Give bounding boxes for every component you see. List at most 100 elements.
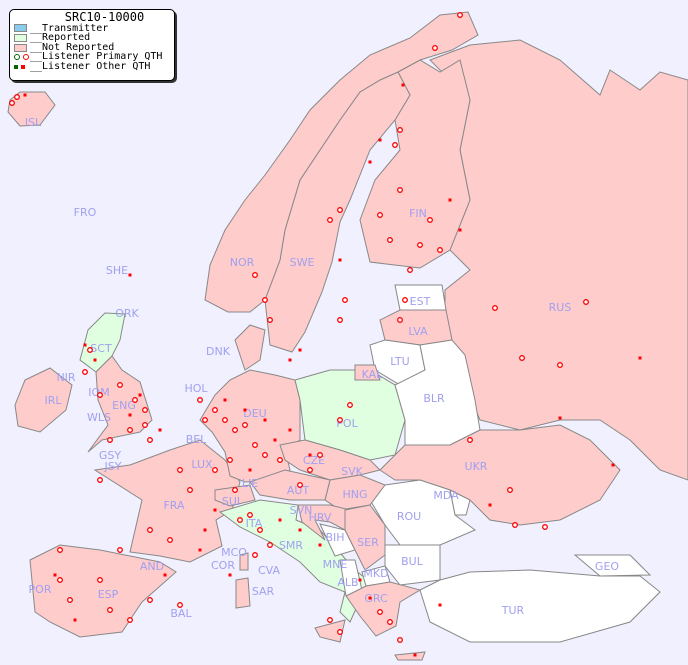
- legend-reported: __Reported: [10, 33, 174, 43]
- listener-primary-marker: [97, 477, 103, 483]
- listener-primary-marker: [212, 407, 218, 413]
- label-she: SHE: [106, 264, 128, 277]
- listener-other-marker: [378, 138, 382, 142]
- label-hol: HOL: [184, 382, 208, 395]
- listener-other-marker: [158, 428, 162, 432]
- label-srb: SER: [357, 536, 379, 549]
- listener-primary-marker: [147, 437, 153, 443]
- listener-primary-marker: [392, 142, 398, 148]
- listener-primary-marker: [402, 297, 408, 303]
- listener-other-marker: [228, 573, 232, 577]
- listener-primary-marker: [232, 427, 238, 433]
- listener-primary-marker: [117, 382, 123, 388]
- listener-primary-marker: [147, 527, 153, 533]
- label-lie: LIE: [242, 477, 258, 490]
- listener-primary-marker: [107, 437, 113, 443]
- listener-primary-marker: [87, 347, 93, 353]
- label-wls: WLS: [87, 411, 111, 424]
- label-fin: FIN: [409, 207, 427, 220]
- label-sui: SUI: [222, 495, 240, 508]
- listener-other-marker: [213, 508, 217, 512]
- label-esp: ESP: [98, 588, 119, 601]
- listener-primary-marker: [97, 577, 103, 583]
- country-nor: [204, 11, 479, 313]
- listener-other-marker: [163, 573, 167, 577]
- label-irl: IRL: [44, 394, 62, 407]
- label-isl: ISL: [25, 116, 42, 129]
- country-fin: [359, 59, 471, 269]
- listener-other-marker: [128, 413, 132, 417]
- label-nir: NIR: [56, 371, 75, 384]
- listener-primary-marker: [14, 94, 20, 100]
- listener-primary-marker: [542, 524, 548, 530]
- listener-primary-marker: [177, 467, 183, 473]
- listener-primary-marker: [337, 629, 343, 635]
- country-irl: [14, 367, 73, 433]
- listener-other-marker: [23, 93, 27, 97]
- label-mkd: MKD: [363, 567, 388, 580]
- listener-other-marker: [203, 528, 207, 532]
- label-lux: LUX: [191, 458, 213, 471]
- country-cor: [239, 552, 249, 571]
- country-rou: [369, 479, 476, 546]
- label-blr: BLR: [423, 392, 445, 405]
- listener-primary-marker: [167, 537, 173, 543]
- listener-other-marker: [128, 273, 132, 277]
- country-rus: [429, 39, 688, 481]
- listener-primary-marker: [519, 355, 525, 361]
- label-dnk: DNK: [206, 345, 231, 358]
- listener-other-marker: [198, 548, 202, 552]
- listener-other-marker: [338, 258, 342, 262]
- listener-other-marker: [223, 398, 227, 402]
- listener-primary-marker: [397, 127, 403, 133]
- country-bul: [384, 544, 441, 586]
- country-cze-svk: [279, 439, 381, 481]
- listener-primary-marker: [387, 619, 393, 625]
- listener-primary-marker: [197, 397, 203, 403]
- label-hng: HNG: [342, 488, 367, 501]
- listener-primary-marker: [347, 402, 353, 408]
- listener-other-marker: [298, 348, 302, 352]
- label-nor: NOR: [230, 256, 255, 269]
- country-blr: [394, 339, 481, 446]
- label-bel: BEL: [186, 433, 207, 446]
- listener-primary-marker: [307, 467, 313, 473]
- label-lva: LVA: [408, 325, 428, 338]
- label-mne: MNE: [323, 558, 348, 571]
- listener-other-marker: [273, 438, 277, 442]
- listener-other-marker: [83, 343, 87, 347]
- listener-primary-marker: [247, 512, 253, 518]
- label-fra: FRA: [163, 499, 185, 512]
- listener-primary-marker: [297, 482, 303, 488]
- other-qth-icon: [14, 64, 30, 69]
- legend-transmitter-label: __Transmitter: [30, 22, 109, 34]
- country-srb: [344, 504, 386, 571]
- listener-primary-marker: [327, 217, 333, 223]
- listener-other-marker: [288, 428, 292, 432]
- listener-primary-marker: [227, 457, 233, 463]
- listener-primary-marker: [132, 397, 138, 403]
- label-cor: COR: [211, 559, 235, 572]
- listener-primary-marker: [97, 392, 103, 398]
- listener-primary-marker: [397, 187, 403, 193]
- country-sar: [235, 577, 251, 609]
- listener-primary-marker: [342, 297, 348, 303]
- listener-primary-marker: [277, 457, 283, 463]
- listener-primary-marker: [117, 547, 123, 553]
- listener-primary-marker: [397, 637, 403, 643]
- listener-other-marker: [308, 453, 312, 457]
- listener-other-marker: [53, 573, 57, 577]
- listener-primary-marker: [262, 297, 268, 303]
- country-kal: [354, 364, 381, 381]
- listener-primary-marker: [57, 547, 63, 553]
- listener-other-marker: [248, 468, 252, 472]
- listener-other-marker: [243, 408, 247, 412]
- label-svn: SVN: [290, 504, 313, 517]
- label-ukr: UKR: [465, 460, 488, 473]
- listener-primary-marker: [467, 437, 473, 443]
- listener-primary-marker: [142, 407, 148, 413]
- listener-primary-marker: [252, 442, 258, 448]
- listener-other-marker: [318, 543, 322, 547]
- label-mda: MDA: [433, 489, 459, 502]
